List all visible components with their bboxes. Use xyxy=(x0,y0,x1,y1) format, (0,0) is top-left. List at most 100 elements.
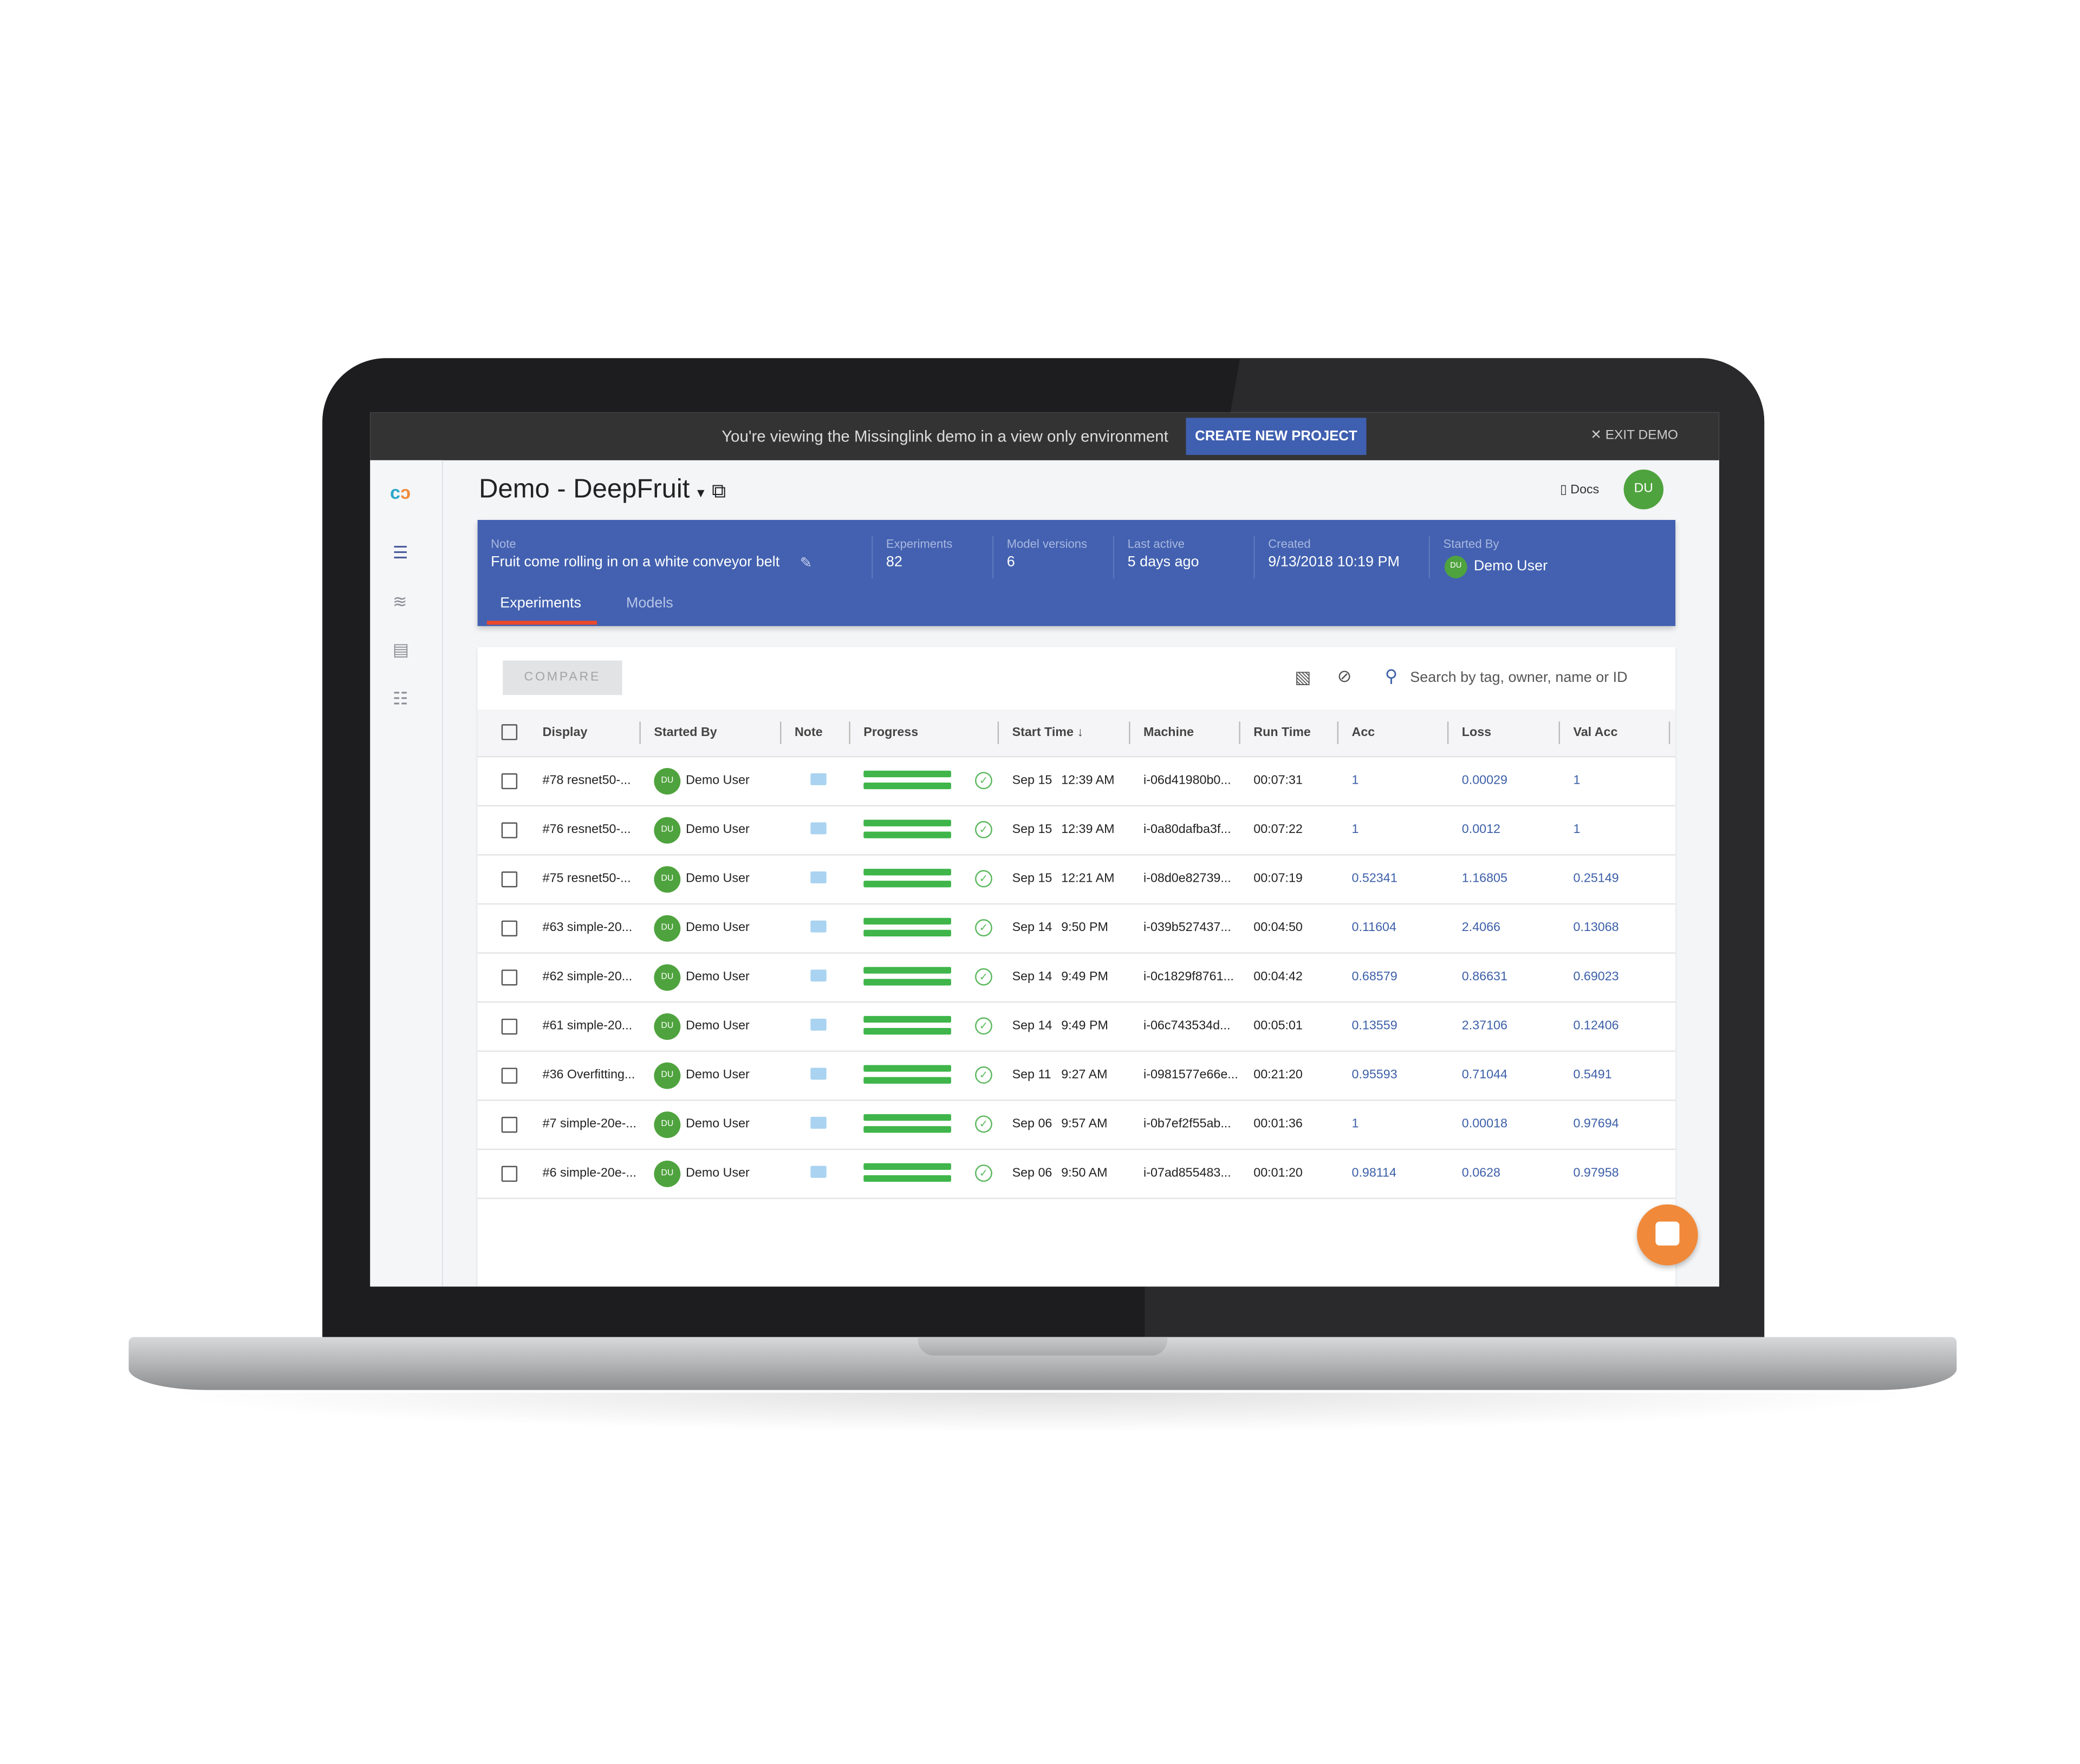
start-date: Sep 14 xyxy=(1012,969,1052,985)
experiment-name[interactable]: #7 simple-20e-... xyxy=(542,1117,636,1131)
docs-link[interactable]: ▯ Docs xyxy=(1560,483,1599,497)
experiment-name[interactable]: #75 resnet50-... xyxy=(542,871,631,886)
table-row[interactable]: #7 simple-20e-... DU Demo User ✓ Sep 06 9:57 … xyxy=(477,1101,1676,1150)
table-row[interactable]: #62 simple-20... DU Demo User ✓ Sep 14 9:49 P… xyxy=(477,954,1676,1003)
resources-icon[interactable]: ▤ xyxy=(392,639,410,660)
column-acc[interactable]: Acc xyxy=(1351,725,1375,740)
progress-bar xyxy=(863,1027,951,1035)
note-icon[interactable] xyxy=(810,773,827,785)
start-date: Sep 14 xyxy=(1012,1018,1052,1033)
row-checkbox[interactable] xyxy=(501,822,518,838)
experiment-name[interactable]: #61 simple-20... xyxy=(542,1018,633,1033)
experiment-name[interactable]: #78 resnet50-... xyxy=(542,773,631,788)
start-time: 9:49 PM xyxy=(1061,1018,1108,1033)
note-icon[interactable] xyxy=(810,920,827,933)
column-resize-handle[interactable] xyxy=(1447,721,1449,744)
table-row[interactable]: #63 simple-20... DU Demo User ✓ Sep 14 9:50 P… xyxy=(477,904,1676,954)
tasks-icon[interactable]: ☷ xyxy=(392,688,408,708)
close-icon: ✕ xyxy=(1590,428,1606,443)
copy-icon[interactable]: ⧉ xyxy=(712,480,726,503)
row-checkbox[interactable] xyxy=(501,1166,518,1182)
column-resize-handle[interactable] xyxy=(1129,721,1130,744)
column-machine[interactable]: Machine xyxy=(1143,725,1194,740)
experiment-name[interactable]: #76 resnet50-... xyxy=(542,822,631,837)
table-row[interactable]: #75 resnet50-... DU Demo User ✓ Sep 15 12:21 … xyxy=(477,856,1676,905)
tab-models[interactable]: Models xyxy=(626,595,673,611)
val-acc-value: 1 xyxy=(1573,822,1581,837)
machine-id: i-0c1829f8761... xyxy=(1143,969,1234,985)
row-checkbox[interactable] xyxy=(501,920,518,936)
note-icon[interactable] xyxy=(810,871,827,884)
column-resize-handle[interactable] xyxy=(1337,721,1339,744)
note-icon[interactable] xyxy=(810,969,827,982)
project-title[interactable]: Demo - DeepFruit ▾ ⧉ xyxy=(479,475,726,505)
experiment-name[interactable]: #62 simple-20... xyxy=(542,969,633,985)
started-by: Demo User xyxy=(686,822,750,837)
column-resize-handle[interactable] xyxy=(849,721,850,744)
column-resize-handle[interactable] xyxy=(1239,721,1240,744)
started-by: Demo User xyxy=(686,773,750,788)
note-icon[interactable] xyxy=(810,1018,827,1031)
run-time: 00:04:42 xyxy=(1253,969,1303,985)
note-icon[interactable] xyxy=(810,1067,827,1080)
column-resize-handle[interactable] xyxy=(639,721,641,744)
row-checkbox[interactable] xyxy=(501,1067,518,1084)
compare-button[interactable]: COMPARE xyxy=(503,660,622,695)
user-avatar: DU xyxy=(654,866,681,893)
table-row[interactable]: #78 resnet50-... DU Demo User ✓ Sep 15 12:39 … xyxy=(477,757,1676,806)
column-display[interactable]: Display xyxy=(542,725,588,740)
user-avatar[interactable]: DU xyxy=(1623,469,1664,510)
table-row[interactable]: #76 resnet50-... DU Demo User ✓ Sep 15 12:39 … xyxy=(477,806,1676,856)
experiment-name[interactable]: #36 Overfitting... xyxy=(542,1067,635,1083)
search-icon: ⚲ xyxy=(1384,666,1398,686)
loss-value: 0.00018 xyxy=(1461,1117,1507,1131)
column-run-time[interactable]: Run Time xyxy=(1253,725,1311,740)
search-input[interactable]: Search by tag, owner, name or ID xyxy=(1410,669,1628,686)
tab-experiments[interactable]: Experiments xyxy=(500,595,582,611)
table-row[interactable]: #6 simple-20e-... DU Demo User ✓ Sep 06 9:50 … xyxy=(477,1150,1676,1199)
select-all-checkbox[interactable] xyxy=(501,724,518,740)
divider xyxy=(871,536,873,578)
last-active-label: Last active xyxy=(1127,537,1185,551)
column-progress[interactable]: Progress xyxy=(863,725,919,740)
chevron-down-icon[interactable]: ▾ xyxy=(697,485,705,502)
acc-value: 0.98114 xyxy=(1351,1166,1396,1181)
row-checkbox[interactable] xyxy=(501,1117,518,1133)
progress-bar xyxy=(863,869,951,876)
chat-button[interactable] xyxy=(1637,1204,1698,1266)
row-checkbox[interactable] xyxy=(501,871,518,888)
column-started-by[interactable]: Started By xyxy=(654,725,717,740)
acc-value: 0.68579 xyxy=(1351,969,1398,985)
hide-charts-icon[interactable]: ▧ xyxy=(1295,667,1311,687)
data-icon[interactable]: ≋ xyxy=(392,591,407,611)
missinglink-logo[interactable]: cↄ xyxy=(390,481,411,503)
user-avatar: DU xyxy=(654,1062,681,1089)
user-avatar: DU xyxy=(654,1013,681,1040)
table-row[interactable]: #36 Overfitting... DU Demo User ✓ Sep 11 9:27… xyxy=(477,1052,1676,1101)
edit-note-icon[interactable]: ✎ xyxy=(800,556,812,572)
column-start-time[interactable]: Start Time ↓ xyxy=(1012,726,1083,740)
experiment-name[interactable]: #6 simple-20e-... xyxy=(542,1166,636,1181)
column-loss[interactable]: Loss xyxy=(1461,725,1492,740)
exit-demo-button[interactable]: ✕ EXIT DEMO xyxy=(1590,428,1678,443)
note-icon[interactable] xyxy=(810,822,827,835)
row-checkbox[interactable] xyxy=(501,969,518,986)
column-resize-handle[interactable] xyxy=(1668,721,1670,744)
progress-bar xyxy=(863,1114,951,1121)
visibility-off-icon[interactable]: ⊘ xyxy=(1337,666,1352,686)
create-new-project-button[interactable]: CREATE NEW PROJECT xyxy=(1186,418,1367,455)
column-resize-handle[interactable] xyxy=(780,721,782,744)
column-val-acc[interactable]: Val Acc xyxy=(1573,725,1618,740)
row-checkbox[interactable] xyxy=(501,773,518,790)
table-row[interactable]: #61 simple-20... DU Demo User ✓ Sep 14 9:49 P… xyxy=(477,1003,1676,1052)
column-resize-handle[interactable] xyxy=(997,721,999,744)
loss-value: 2.4066 xyxy=(1461,920,1500,935)
column-note[interactable]: Note xyxy=(794,725,823,740)
note-icon[interactable] xyxy=(810,1166,827,1178)
experiments-list-icon[interactable]: ☰ xyxy=(392,542,408,563)
started-by: Demo User xyxy=(686,969,750,985)
note-icon[interactable] xyxy=(810,1117,827,1129)
row-checkbox[interactable] xyxy=(501,1018,518,1035)
column-resize-handle[interactable] xyxy=(1558,721,1561,744)
experiment-name[interactable]: #63 simple-20... xyxy=(542,920,633,935)
